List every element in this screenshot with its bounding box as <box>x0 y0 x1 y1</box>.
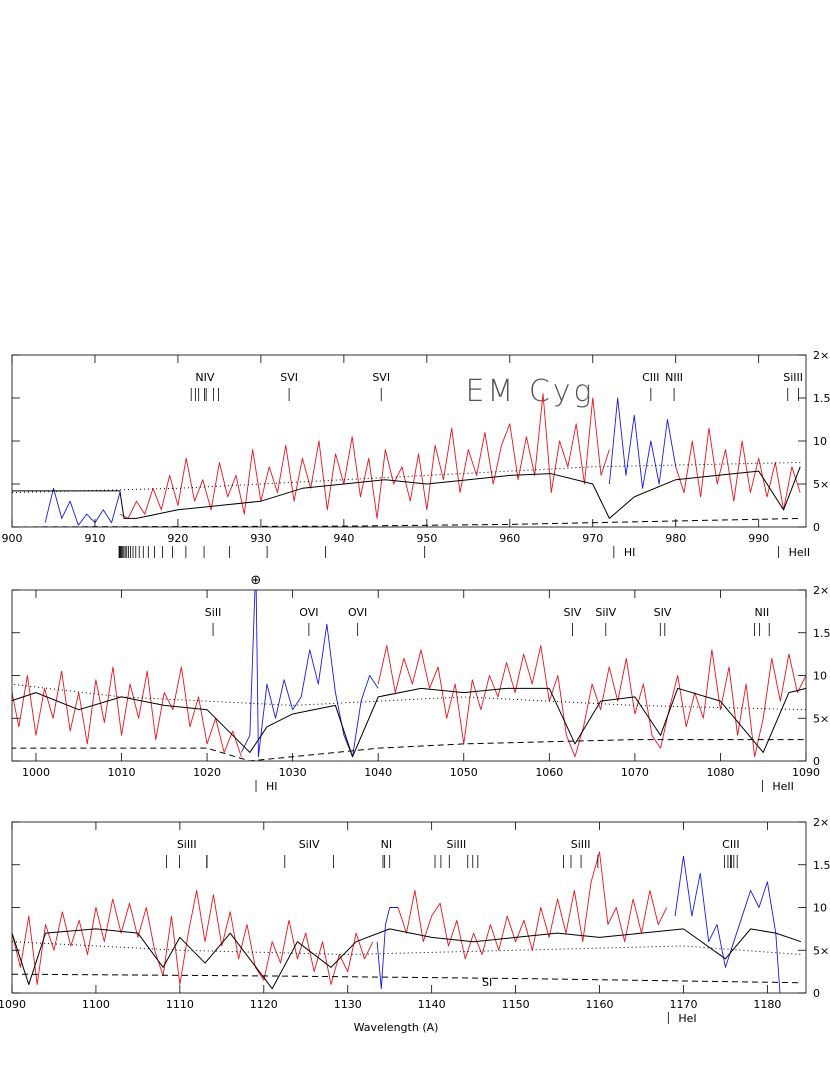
x-tick-label: 980 <box>665 532 686 545</box>
line-id-label: OVI <box>299 606 318 619</box>
spectrum-line <box>240 590 379 758</box>
spectrum-line <box>119 393 801 519</box>
spectrum-line <box>12 941 801 956</box>
x-tick-label: 920 <box>167 532 188 545</box>
x-tick-label: 1180 <box>753 998 781 1011</box>
x-tick-label: 1090 <box>0 998 26 1011</box>
x-tick-label: 940 <box>333 532 354 545</box>
panel: 1000 1010 1020 1030 1040 1050 1060 1070 1080 1090… <box>11 573 830 793</box>
spectrum-line <box>12 683 806 711</box>
panel: 1090 1100 1110 1120 1130 1140 1150 1160 1170 1180… <box>0 816 830 1025</box>
spectrum-line <box>376 855 781 993</box>
x-tick-label: 960 <box>499 532 520 545</box>
y-tick-label: 1.5 <box>813 859 830 872</box>
x-tick-label: 1130 <box>334 998 362 1011</box>
plot-frame <box>11 354 807 528</box>
x-axis-label: Wavelength (A) <box>354 1021 439 1034</box>
line-id-label: CIII <box>722 838 739 851</box>
y-tick-label: 10 <box>813 435 827 448</box>
x-tick-label: 990 <box>748 532 769 545</box>
x-tick-label: 910 <box>84 532 105 545</box>
line-id-label: SiIV <box>299 838 320 851</box>
line-id-label: NII <box>755 606 770 619</box>
line-id-label: NIII <box>665 371 683 384</box>
line-id-label: HI <box>624 546 636 559</box>
spectrum-line <box>12 466 801 519</box>
spectrum-line <box>12 645 806 758</box>
x-tick-label: 1000 <box>22 766 50 779</box>
spectrum-line <box>12 928 802 990</box>
y-tick-label: 1.5 <box>813 392 830 405</box>
line-id-label: SVI <box>280 371 298 384</box>
line-id-label: NI <box>381 838 392 851</box>
line-id-label: HI <box>266 780 278 793</box>
line-id-label: HeII <box>789 546 811 559</box>
y-tick-label: 5× <box>813 944 829 957</box>
plot-frame <box>11 821 807 994</box>
y-tick-label: 1.5 <box>813 627 830 640</box>
line-id-label: HeII <box>772 780 794 793</box>
line-id-label: ⊕ <box>250 573 261 588</box>
x-tick-label: 950 <box>416 532 437 545</box>
x-tick-label: 1020 <box>193 766 221 779</box>
x-tick-label: 1060 <box>535 766 563 779</box>
spectrum-line <box>12 973 801 984</box>
chart-title: EM Cyg <box>465 374 594 409</box>
x-tick-label: 1090 <box>792 766 820 779</box>
y-tick-label: 5× <box>813 478 829 491</box>
y-tick-label: 0 <box>813 987 820 1000</box>
y-tick-label: 10 <box>813 670 827 683</box>
y-tick-label: 2× <box>813 816 829 829</box>
x-tick-label: 1160 <box>586 998 614 1011</box>
x-tick-label: 930 <box>250 532 271 545</box>
x-tick-label: 1040 <box>364 766 392 779</box>
x-tick-label: 1110 <box>166 998 194 1011</box>
x-tick-label: 1080 <box>706 766 734 779</box>
series-group <box>12 393 801 527</box>
spectrum-line <box>12 851 668 985</box>
x-tick-label: 900 <box>2 532 23 545</box>
x-tick-label: 1030 <box>279 766 307 779</box>
line-id-label: SiIII <box>447 838 467 851</box>
annotation: SI <box>482 976 492 989</box>
x-tick-label: 1070 <box>621 766 649 779</box>
x-tick-label: 970 <box>582 532 603 545</box>
line-id-label: SVI <box>372 371 390 384</box>
line-id-label: HeI <box>678 1012 696 1025</box>
line-id-label: OVI <box>348 606 367 619</box>
panel: 900 910 920 930 940 950 960 970 980 990 0 5× 10 1.5 2×… <box>2 349 830 559</box>
x-tick-label: 1120 <box>250 998 278 1011</box>
line-id-label: SiIII <box>571 838 591 851</box>
y-tick-label: 2× <box>813 349 829 362</box>
x-tick-label: 1010 <box>108 766 136 779</box>
x-tick-label: 1170 <box>669 998 697 1011</box>
y-tick-label: 0 <box>813 521 820 534</box>
plot-frame <box>11 589 807 762</box>
x-tick-label: 1050 <box>450 766 478 779</box>
x-tick-label: 1150 <box>502 998 530 1011</box>
x-tick-label: 1100 <box>82 998 110 1011</box>
y-tick-label: 10 <box>813 902 827 915</box>
line-id-label: SiIV <box>595 606 616 619</box>
y-tick-label: 2× <box>813 584 829 597</box>
series-group <box>12 851 802 993</box>
spectrum-line <box>44 397 677 526</box>
line-id-label: CIII <box>642 371 659 384</box>
line-id-label: SiIII <box>783 371 803 384</box>
line-id-label: SiIII <box>177 838 197 851</box>
spectrum-line <box>12 739 806 761</box>
spectrum-line <box>12 687 806 758</box>
y-tick-label: 5× <box>813 712 829 725</box>
series-group <box>12 590 806 761</box>
line-id-label: SIV <box>564 606 582 619</box>
line-id-label: NIV <box>195 371 214 384</box>
line-id-label: SiII <box>205 606 222 619</box>
spectrum-line <box>12 517 801 527</box>
x-tick-label: 1140 <box>418 998 446 1011</box>
line-id-label: SIV <box>654 606 672 619</box>
spectrum-line <box>12 462 801 494</box>
y-tick-label: 0 <box>813 755 820 768</box>
